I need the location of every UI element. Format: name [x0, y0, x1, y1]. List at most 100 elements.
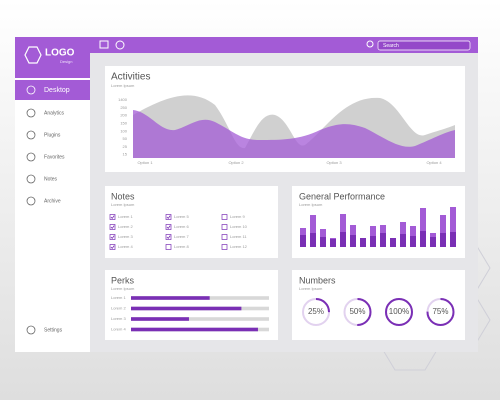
search-box[interactable] [377, 40, 471, 51]
activity-area-purple [133, 110, 455, 158]
sidebar-item-active[interactable] [15, 80, 90, 100]
checkbox[interactable] [165, 244, 172, 250]
logo-icon [24, 46, 42, 64]
logo-area [15, 37, 90, 78]
sidebar-item[interactable]: Analytics [44, 110, 65, 116]
search-placeholder: Search [383, 43, 399, 49]
numbers-card [292, 270, 465, 340]
y-tick-label: 50 [123, 136, 128, 141]
donut-label: 100% [389, 307, 409, 316]
x-tick-label: Option 1 [137, 160, 153, 165]
donut-arc [302, 298, 330, 326]
bar-light [430, 233, 436, 237]
bar-light [310, 215, 316, 233]
note-label: Lorem 2 [118, 224, 133, 229]
bar-dark [320, 237, 326, 247]
bar-dark [310, 233, 316, 247]
note-label: Lorem 6 [174, 224, 189, 229]
note-label: Lorem 9 [230, 214, 245, 219]
bar-dark [450, 232, 456, 247]
perk-label: Lorem 4 [111, 327, 126, 332]
checkmark [166, 225, 171, 230]
perk-track [131, 317, 269, 321]
checkbox[interactable] [165, 214, 172, 220]
search-icon[interactable] [366, 40, 374, 48]
donut-arc [343, 298, 372, 326]
donut-arc [385, 298, 413, 326]
checkbox[interactable] [109, 224, 116, 230]
checkmark [166, 215, 171, 220]
top-icon[interactable] [115, 40, 125, 50]
bar-dark [330, 239, 336, 247]
checkbox[interactable] [165, 234, 172, 240]
x-tick-label: Option 3 [326, 160, 342, 165]
checkbox[interactable] [221, 224, 228, 230]
checkbox[interactable] [109, 244, 116, 250]
card-title: Numbers [299, 275, 336, 285]
note-label: Lorem 5 [174, 214, 189, 219]
bar-dark [400, 234, 406, 247]
bar-dark [380, 233, 386, 247]
bar-dark [390, 238, 396, 247]
bar-dark [410, 236, 416, 247]
bar-light [330, 238, 336, 239]
sidebar-item[interactable]: Settings [44, 327, 63, 333]
bar-dark [340, 232, 346, 247]
checkmark [110, 235, 115, 240]
checkbox[interactable] [221, 234, 228, 240]
note-label: Lorem 11 [230, 234, 247, 239]
perk-label: Lorem 2 [111, 306, 126, 311]
bar-light [400, 222, 406, 234]
logo-subtitle: Design [60, 59, 72, 64]
bar-light [420, 208, 426, 231]
bar-light [300, 228, 306, 235]
note-label: Lorem 10 [230, 224, 248, 229]
bar-light [450, 207, 456, 232]
bar-light [440, 215, 446, 233]
note-label: Lorem 1 [118, 214, 133, 219]
sidebar-icon [26, 152, 36, 162]
card-title: Notes [111, 191, 135, 201]
bar-dark [360, 238, 366, 247]
checkbox[interactable] [221, 214, 228, 220]
card-subtitle: Lorem Ipsum [111, 202, 135, 207]
y-tick-label: 200 [120, 113, 127, 118]
note-label: Lorem 8 [174, 244, 189, 249]
perk-bar [131, 327, 258, 332]
y-tick-label: 150 [120, 120, 127, 125]
bar-dark [430, 237, 436, 247]
sidebar-item[interactable]: Archive [44, 198, 61, 204]
bar-light [410, 226, 416, 236]
bar-dark [370, 236, 376, 247]
sidebar-item[interactable]: Notes [44, 176, 58, 182]
sidebar-item[interactable]: Favorites [44, 154, 65, 160]
bar-dark [420, 231, 426, 247]
checkbox[interactable] [109, 214, 116, 220]
checkbox[interactable] [165, 224, 172, 230]
perk-bar [131, 317, 189, 321]
bar-light [380, 225, 386, 233]
perk-bar [131, 306, 242, 311]
perk-label: Lorem 3 [111, 316, 126, 321]
donut-arc [426, 298, 455, 326]
card-title: General Performance [299, 191, 385, 201]
x-tick-label: Option 2 [228, 160, 244, 165]
note-label: Lorem 7 [174, 234, 189, 239]
sidebar-icon [26, 325, 36, 335]
perk-label: Lorem 1 [111, 295, 126, 300]
sidebar-icon [26, 196, 36, 206]
bar-light [370, 226, 376, 236]
notes-card [105, 186, 278, 258]
donut-label: 50% [349, 307, 365, 316]
checkbox[interactable] [109, 234, 116, 240]
checkbox[interactable] [221, 244, 228, 250]
sidebar-item[interactable]: Plugins [44, 132, 61, 138]
y-tick-label: 250 [120, 105, 127, 110]
top-icon[interactable] [99, 40, 109, 49]
bar-dark [350, 235, 356, 247]
sidebar-icon [26, 130, 36, 140]
sidebar-item[interactable]: Desktop [44, 87, 70, 94]
note-label: Lorem 3 [118, 234, 133, 239]
x-tick-label: Option 4 [426, 160, 442, 165]
